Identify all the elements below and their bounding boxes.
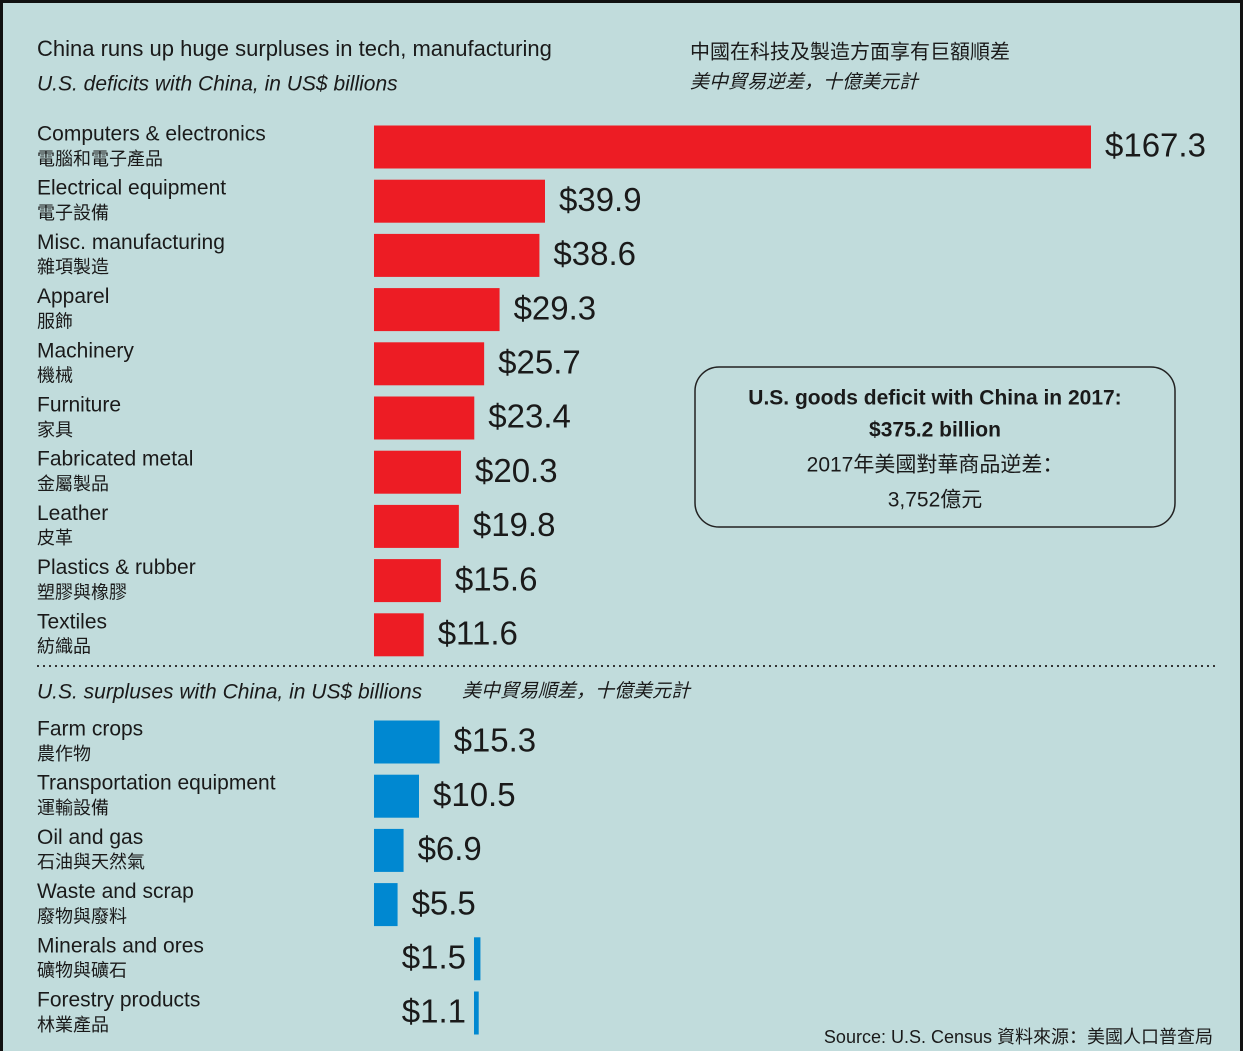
category-label: Electrical equipment bbox=[37, 177, 226, 200]
annotation: U.S. goods deficit with China in 2017: bbox=[748, 387, 1121, 410]
value-label: $11.6 bbox=[438, 615, 518, 652]
value-label: $6.9 bbox=[418, 830, 482, 867]
category-label: Forestry products bbox=[37, 989, 200, 1012]
value-label: $38.6 bbox=[553, 235, 636, 272]
category-label-zh: 廢物與廢料 bbox=[37, 906, 127, 926]
subtitle: U.S. deficits with China, in US$ billion… bbox=[37, 73, 398, 96]
category-label: Plastics & rubber bbox=[37, 556, 196, 579]
source: Source: U.S. Census 資料來源：美國人口普查局 bbox=[824, 1027, 1213, 1047]
category-label-zh: 皮革 bbox=[37, 528, 73, 548]
subtitle-zh: 美中貿易逆差，十億美元計 bbox=[690, 71, 920, 93]
bar bbox=[374, 125, 1091, 169]
bar bbox=[474, 937, 481, 981]
bar bbox=[474, 991, 479, 1035]
annotation: 3,752億元 bbox=[888, 489, 983, 512]
subtitle: U.S. surpluses with China, in US$ billio… bbox=[37, 681, 423, 704]
bar bbox=[374, 720, 440, 764]
value-label: $39.9 bbox=[559, 181, 642, 218]
title: China runs up huge surpluses in tech, ma… bbox=[37, 36, 552, 61]
category-label-zh: 金屬製品 bbox=[37, 474, 109, 494]
bar bbox=[374, 828, 404, 872]
value-label: $19.8 bbox=[473, 506, 556, 543]
category-label-zh: 石油與天然氣 bbox=[37, 852, 145, 872]
category-label: Transportation equipment bbox=[37, 772, 276, 795]
value-label: $10.5 bbox=[433, 776, 516, 813]
bar bbox=[374, 288, 500, 332]
category-label-zh: 運輸設備 bbox=[37, 798, 109, 818]
value-label: $23.4 bbox=[488, 398, 571, 435]
category-label: Textiles bbox=[37, 610, 107, 633]
category-label: Farm crops bbox=[37, 718, 143, 741]
category-label: Waste and scrap bbox=[37, 880, 194, 903]
category-label: Oil and gas bbox=[37, 826, 143, 849]
bar bbox=[374, 774, 419, 818]
value-label: $167.3 bbox=[1105, 127, 1206, 164]
category-label-zh: 服飾 bbox=[37, 311, 73, 331]
annotation-box bbox=[694, 366, 1176, 528]
bar bbox=[374, 559, 441, 603]
category-label-zh: 農作物 bbox=[37, 744, 91, 764]
category-label-zh: 機械 bbox=[37, 366, 73, 386]
bar bbox=[374, 233, 540, 277]
category-label: Fabricated metal bbox=[37, 448, 193, 471]
value-label: $20.3 bbox=[475, 452, 558, 489]
bar bbox=[374, 396, 475, 440]
category-label: Misc. manufacturing bbox=[37, 231, 225, 254]
value-label: $5.5 bbox=[412, 884, 476, 921]
value-label: $15.6 bbox=[455, 560, 538, 597]
value-label: $1.1 bbox=[402, 993, 466, 1030]
bar bbox=[374, 613, 424, 657]
category-label: Computers & electronics bbox=[37, 123, 266, 146]
subtitle-zh: 美中貿易順差，十億美元計 bbox=[462, 680, 692, 702]
category-label-zh: 電腦和電子產品 bbox=[37, 149, 163, 169]
annotation: $375.2 billion bbox=[869, 419, 1001, 442]
bar bbox=[374, 342, 485, 386]
bar bbox=[374, 883, 398, 927]
category-label-zh: 紡織品 bbox=[37, 637, 91, 657]
category-label-zh: 林業產品 bbox=[37, 1015, 109, 1035]
category-label: Furniture bbox=[37, 394, 121, 417]
category-label: Leather bbox=[37, 502, 108, 525]
category-label: Apparel bbox=[37, 285, 109, 308]
value-label: $29.3 bbox=[514, 289, 597, 326]
category-label-zh: 塑膠與橡膠 bbox=[37, 582, 127, 602]
annotation: 2017年美國對華商品逆差： bbox=[807, 454, 1064, 477]
category-label-zh: 家具 bbox=[37, 420, 73, 440]
bar bbox=[374, 504, 459, 548]
category-label-zh: 電子設備 bbox=[37, 203, 109, 223]
category-label: Machinery bbox=[37, 339, 134, 362]
bar bbox=[374, 450, 461, 494]
category-label-zh: 雜項製造 bbox=[37, 257, 109, 277]
category-label: Minerals and ores bbox=[37, 934, 204, 957]
bar bbox=[374, 179, 545, 223]
value-label: $1.5 bbox=[402, 939, 466, 976]
value-label: $25.7 bbox=[498, 344, 581, 381]
category-label-zh: 礦物與礦石 bbox=[37, 961, 127, 981]
title-zh: 中國在科技及製造方面享有巨額順差 bbox=[690, 40, 1010, 63]
value-label: $15.3 bbox=[454, 722, 537, 759]
